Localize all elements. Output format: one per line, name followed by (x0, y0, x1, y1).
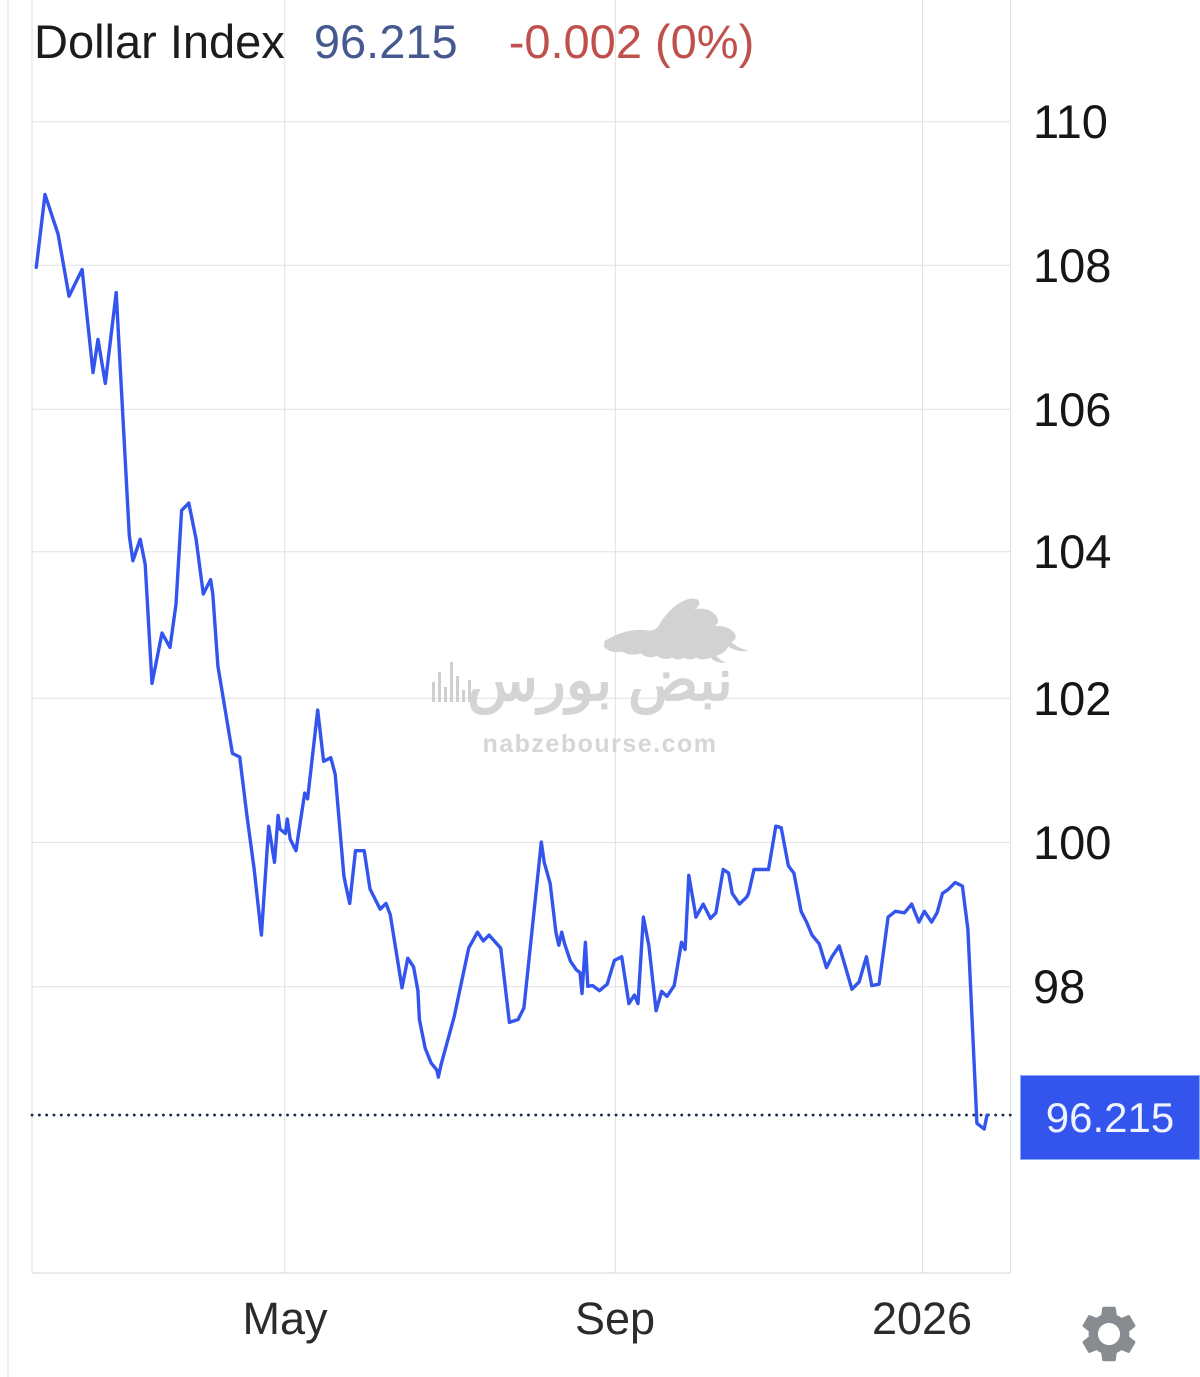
svg-text:nabzebourse.com: nabzebourse.com (482, 730, 717, 758)
svg-text:نبض بورس: نبض بورس (467, 648, 733, 716)
